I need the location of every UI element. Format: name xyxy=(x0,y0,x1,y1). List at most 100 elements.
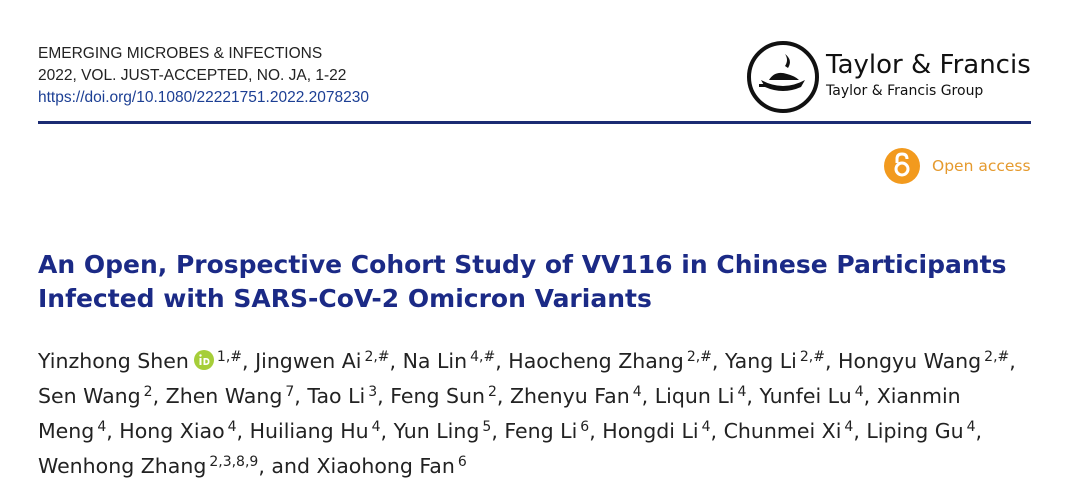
author-name: Haocheng Zhang xyxy=(508,349,684,373)
author-name: Liqun Li xyxy=(654,384,735,408)
author-name: Liping Gu xyxy=(866,419,964,443)
author-separator: , xyxy=(710,419,718,443)
affiliation-mark: 2 xyxy=(143,384,153,400)
author-name: Xianmin Meng xyxy=(38,384,961,443)
author: Hongdi Li 4, xyxy=(602,419,717,443)
author-separator: , xyxy=(258,454,265,478)
author-name: Zhen Wang xyxy=(165,384,283,408)
affiliation-mark: 4 xyxy=(227,419,237,435)
author: Feng Li 6, xyxy=(504,419,595,443)
author: Xianmin Meng 4, xyxy=(38,384,961,443)
author-name: Xiaohong Fan xyxy=(316,454,455,478)
author: Hongyu Wang 2,#, xyxy=(838,349,1016,373)
journal-name: EMERGING MICROBES & INFECTIONS xyxy=(38,45,323,62)
author-name: Zhenyu Fan xyxy=(509,384,630,408)
publisher-group: Taylor & Francis Group xyxy=(826,83,984,99)
author: Wenhong Zhang 2,3,8,9, xyxy=(38,454,265,478)
issue-info: 2022, VOL. JUST-ACCEPTED, NO. JA, 1-22 xyxy=(38,67,347,84)
author: Hong Xiao 4, xyxy=(119,419,243,443)
author-separator: , xyxy=(746,384,753,408)
author: Tao Li 3, xyxy=(307,384,383,408)
author: Liping Gu 4, xyxy=(866,419,982,443)
author-conjunction: and xyxy=(271,454,310,478)
author-name: Tao Li xyxy=(307,384,366,408)
author-name: Hong Xiao xyxy=(119,419,225,443)
affiliation-mark: 2,# xyxy=(984,349,1010,365)
author: Xiaohong Fan 6 xyxy=(317,454,467,478)
affiliation-mark: 4 xyxy=(737,384,747,400)
author: Liqun Li 4, xyxy=(655,384,753,408)
author-separator: , xyxy=(495,349,502,373)
author: Zhenyu Fan 4, xyxy=(510,384,648,408)
author: Sen Wang 2, xyxy=(38,384,159,408)
author: Zhen Wang 7, xyxy=(166,384,301,408)
article-title: An Open, Prospective Cohort Study of VV1… xyxy=(38,250,1007,313)
author: Huiliang Hu 4, xyxy=(250,419,387,443)
doi-link[interactable]: https://doi.org/10.1080/22221751.2022.20… xyxy=(38,89,369,106)
affiliation-mark: 4 xyxy=(97,419,107,435)
affiliation-mark: 2,# xyxy=(686,349,712,365)
author-name: Yinzhong Shen xyxy=(38,349,189,373)
journal-header: EMERGING MICROBES & INFECTIONS 2022, VOL… xyxy=(38,43,369,109)
author-list: Yinzhong Shen 1,#, Jingwen Ai 2,#, Na Lin 4… xyxy=(38,344,1038,484)
affiliation-mark: 6 xyxy=(580,419,590,435)
affiliation-mark: 4 xyxy=(966,419,976,435)
affiliation-mark: 2,3,8,9 xyxy=(209,454,259,470)
author-separator: , xyxy=(824,349,832,373)
author-separator: , xyxy=(236,419,244,443)
affiliation-mark: 4 xyxy=(371,419,381,435)
author-name: Hongyu Wang xyxy=(838,349,982,373)
affiliation-mark: 4 xyxy=(632,384,642,400)
publisher-name: Taylor & Francis xyxy=(826,50,1031,80)
affiliation-mark: 6 xyxy=(457,454,467,470)
author-name: Jingwen Ai xyxy=(255,349,362,373)
orcid-icon[interactable] xyxy=(193,350,214,370)
author-name: Feng Li xyxy=(504,419,578,443)
header-rule xyxy=(38,121,1031,124)
affiliation-mark: 3 xyxy=(368,384,378,400)
affiliation-mark: 5 xyxy=(482,419,492,435)
author-separator: , xyxy=(589,419,596,443)
author-separator: , xyxy=(380,419,388,443)
author-separator: , xyxy=(377,384,384,408)
affiliation-mark: 2,# xyxy=(799,349,825,365)
author-separator: , xyxy=(294,384,301,408)
author: Jingwen Ai 2,#, xyxy=(255,349,396,373)
author-separator: , xyxy=(1009,349,1016,373)
author: Yang Li 2,#, xyxy=(725,349,832,373)
author: Feng Sun 2, xyxy=(390,384,503,408)
author-separator: , xyxy=(641,384,649,408)
author-name: Sen Wang xyxy=(38,384,141,408)
author: Yunfei Lu 4, xyxy=(759,384,870,408)
affiliation-mark: 4 xyxy=(701,419,711,435)
author-name: Wenhong Zhang xyxy=(38,454,207,478)
author-separator: , xyxy=(711,349,719,373)
affiliation-mark: 2 xyxy=(488,384,497,400)
affiliation-mark: 4 xyxy=(844,419,854,435)
author-separator: , xyxy=(152,384,160,408)
author: Chunmei Xi 4, xyxy=(724,419,860,443)
author-separator: , xyxy=(496,384,504,408)
affiliation-mark: 7 xyxy=(285,384,295,400)
affiliation-mark: 1,# xyxy=(216,349,243,365)
affiliation-mark: 4,# xyxy=(470,349,496,365)
author-name: Huiliang Hu xyxy=(249,419,369,443)
open-access-icon xyxy=(884,148,920,184)
author-separator: , xyxy=(853,419,860,443)
affiliation-mark: 2,# xyxy=(364,349,390,365)
author-name: Yun Ling xyxy=(393,419,480,443)
author-name: Yang Li xyxy=(724,349,797,373)
publisher-logo xyxy=(747,41,819,113)
author-name: Na Lin xyxy=(402,349,468,373)
author-separator: , xyxy=(242,349,249,373)
author-separator: , xyxy=(863,384,871,408)
author-separator: , xyxy=(491,419,498,443)
publisher: Taylor & Francis Taylor & Francis Group xyxy=(826,48,1031,100)
author-name: Feng Sun xyxy=(390,384,485,408)
author-separator: , xyxy=(975,419,983,443)
author-separator: , xyxy=(106,419,113,443)
author: Haocheng Zhang 2,#, xyxy=(508,349,718,373)
open-access: Open access xyxy=(884,148,1031,184)
